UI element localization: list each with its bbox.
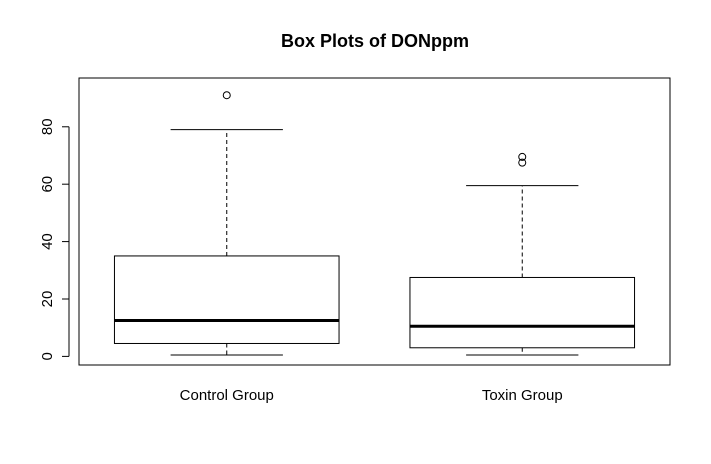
y-axis: 0 20 40 60 80 bbox=[39, 118, 70, 361]
x-axis-labels: Control Group Toxin Group bbox=[180, 387, 563, 404]
x-category-label: Control Group bbox=[180, 387, 274, 404]
outlier-point bbox=[518, 158, 527, 167]
plot-frame bbox=[78, 77, 671, 366]
outlier-point bbox=[518, 152, 527, 161]
y-tick-label: 60 bbox=[39, 176, 56, 193]
outlier-point bbox=[222, 91, 231, 100]
box-series bbox=[113, 91, 636, 356]
y-tick-label: 80 bbox=[39, 118, 56, 135]
y-tick-label: 20 bbox=[39, 291, 56, 308]
y-tick-label: 0 bbox=[39, 352, 56, 360]
chart-title: Box Plots of DONppm bbox=[281, 31, 469, 51]
iqr-box bbox=[409, 276, 636, 349]
y-tick-label: 40 bbox=[39, 233, 56, 250]
x-category-label: Toxin Group bbox=[482, 387, 563, 404]
box-2 bbox=[409, 152, 636, 356]
iqr-box bbox=[113, 255, 340, 344]
box-1 bbox=[113, 91, 340, 356]
